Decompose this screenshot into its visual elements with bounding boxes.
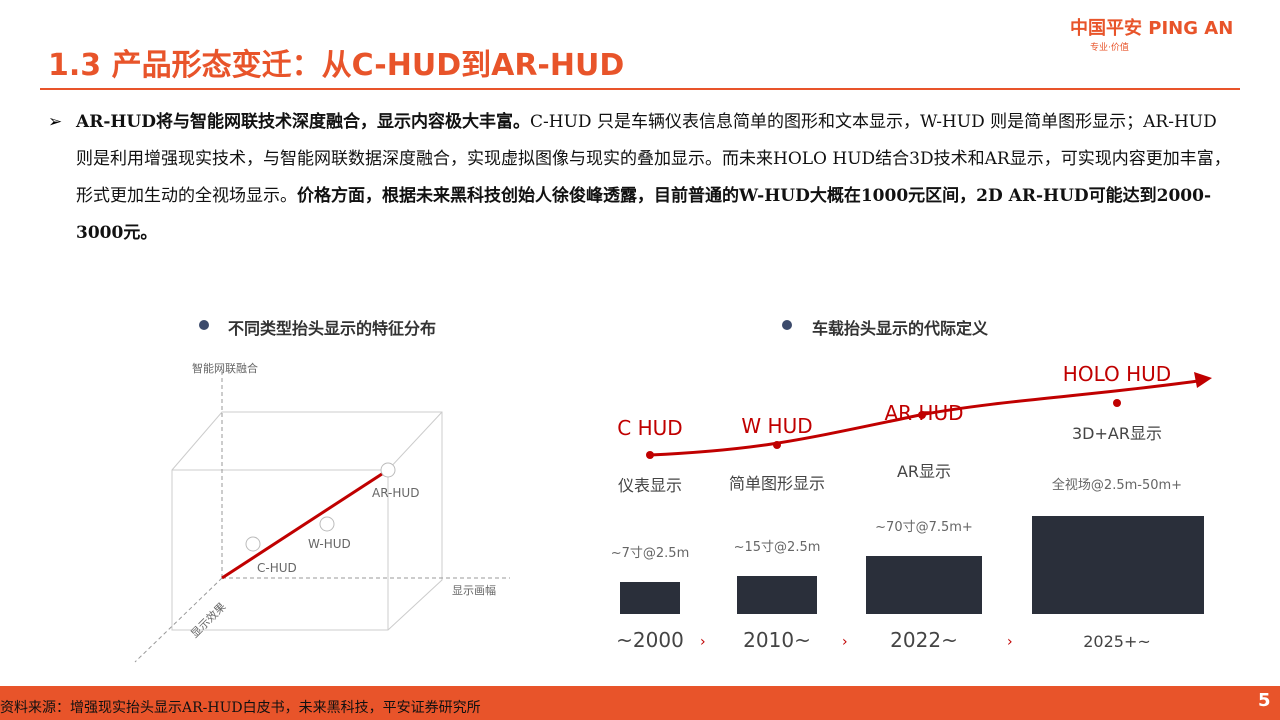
paragraph: AR-HUD将与智能网联技术深度融合，显示内容极大丰富。C-HUD 只是车辆仪表… bbox=[76, 104, 1236, 252]
text: C-HUD 只是车辆仪表信息简单的图形和文本显示，W-HUD 则是简单图形显示；… bbox=[76, 112, 1231, 206]
gen-desc: 简单图形显示 bbox=[728, 474, 825, 493]
figure-title: 车载抬头显示的代际定义 bbox=[812, 319, 989, 338]
figure-title: 不同类型抬头显示的特征分布 bbox=[228, 319, 437, 338]
svg-text:›: › bbox=[1007, 634, 1013, 650]
point-label: AR-HUD bbox=[372, 486, 420, 500]
svg-text:›: › bbox=[842, 634, 848, 650]
gen-year: ~2000 bbox=[616, 628, 684, 652]
bold-text: 价格方面，根据未来黑科技创始人徐俊峰透露，目前普通的W-HUD大概在1000元区… bbox=[76, 186, 1212, 243]
gen-spec: 全视场@2.5m-50m+ bbox=[1051, 478, 1183, 493]
axis-label: 显示画幅 bbox=[452, 584, 496, 597]
gen-year: 2010~ bbox=[743, 628, 811, 652]
point-label: W-HUD bbox=[308, 537, 351, 551]
point-label: C-HUD bbox=[257, 561, 297, 575]
gen-year: 2025+~ bbox=[1083, 632, 1151, 651]
bullet: ➢ bbox=[48, 112, 63, 132]
gen-name: AR HUD bbox=[884, 401, 964, 425]
gen-name: W HUD bbox=[741, 414, 813, 438]
gen-name: HOLO HUD bbox=[1062, 362, 1172, 386]
slogan: 专业·价值 bbox=[1090, 43, 1129, 53]
gen-spec: ~15寸@2.5m bbox=[733, 540, 821, 555]
gen-spec: ~70寸@7.5m+ bbox=[875, 520, 973, 535]
svg-text:›: › bbox=[700, 634, 706, 650]
footer-bar bbox=[0, 686, 1280, 720]
source: 资料来源：增强现实抬头显示AR-HUD白皮书，未来黑科技，平安证券研究所 bbox=[0, 700, 481, 716]
bold-text: AR-HUD将与智能网联技术深度融合，显示内容极大丰富。 bbox=[76, 112, 531, 132]
logo: 中国平安 PING AN bbox=[1070, 18, 1234, 39]
axis-label: 智能网联融合 bbox=[192, 362, 258, 375]
gen-name: C HUD bbox=[617, 416, 683, 440]
title: 1.3 产品形态变迁：从C-HUD到AR-HUD bbox=[48, 48, 625, 83]
figures: › › › bbox=[134, 320, 1212, 663]
gen-desc: 3D+AR显示 bbox=[1072, 424, 1162, 443]
gen-year: 2022~ bbox=[890, 628, 958, 652]
header-rule bbox=[40, 88, 1240, 90]
gen-desc: 仪表显示 bbox=[617, 476, 682, 495]
gen-desc: AR显示 bbox=[896, 462, 952, 481]
gen-spec: ~7寸@2.5m bbox=[610, 546, 690, 561]
page-number: 5 bbox=[1258, 690, 1271, 711]
